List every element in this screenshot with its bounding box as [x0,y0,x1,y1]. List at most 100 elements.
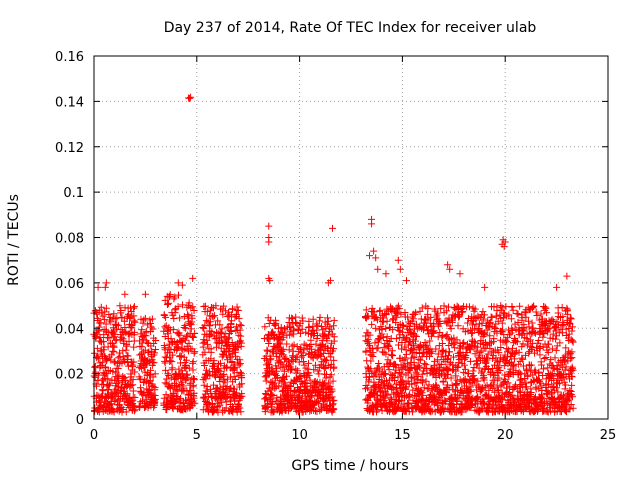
data-point [539,395,547,403]
data-point [374,344,382,352]
data-point [425,381,433,389]
data-point [122,408,130,416]
x-tick-label: 20 [497,428,514,443]
data-point [462,354,470,362]
data-point [130,317,138,325]
data-point [266,335,274,343]
data-point [367,365,375,373]
data-point [479,308,487,316]
data-point [305,317,313,325]
data-point [271,384,279,392]
data-point [516,302,524,310]
data-point [437,360,445,368]
data-point [536,351,544,359]
data-point [235,314,243,322]
data-point [481,330,489,338]
data-point [275,382,283,390]
data-point [569,404,577,412]
data-point [474,377,482,385]
data-point [559,329,567,337]
data-point [530,303,538,311]
data-point [522,379,530,387]
data-point [460,368,468,376]
data-point [237,408,245,416]
data-point [268,348,276,356]
data-point [261,323,269,331]
data-point [119,353,127,361]
data-point [420,401,428,409]
data-point [509,306,517,314]
data-point [411,310,419,318]
data-point [212,302,220,310]
data-point [393,389,401,397]
data-point [389,326,397,334]
data-point [237,332,245,340]
data-point [445,348,453,356]
data-point [419,376,427,384]
data-point [375,383,383,391]
data-point [209,313,217,321]
data-point [129,387,137,395]
data-point [537,382,545,390]
data-point [271,321,279,329]
data-point [447,325,455,333]
data-point [123,390,131,398]
y-tick-label: 0 [76,413,84,428]
data-point [507,315,515,323]
data-point [313,326,321,334]
data-point [461,365,469,373]
data-point [424,327,432,335]
data-point [166,357,174,365]
data-point [171,309,179,317]
data-point [459,308,467,316]
data-point [121,290,129,298]
data-point [327,371,335,379]
data-point [148,315,156,323]
data-point [480,376,488,384]
data-point [110,343,118,351]
data-point [505,311,513,319]
data-point [553,318,561,326]
data-point [233,303,241,311]
data-point [482,340,490,348]
data-point [498,328,506,336]
data-point [411,337,419,345]
data-point [504,379,512,387]
data-point [519,408,527,416]
data-point [392,319,400,327]
x-tick-label: 10 [291,428,308,443]
data-point [268,398,276,406]
data-point [495,349,503,357]
data-point [477,337,485,345]
data-point [486,318,494,326]
data-point [299,317,307,325]
data-point [558,304,566,312]
data-point [169,326,177,334]
data-point [412,309,420,317]
data-point [234,344,242,352]
data-point [494,386,502,394]
data-point [175,396,183,404]
data-point [389,352,397,360]
data-point [315,317,323,325]
data-point [288,314,296,322]
data-point [440,302,448,310]
data-point [564,310,572,318]
data-point [537,398,545,406]
data-point [176,352,184,360]
data-point [562,344,570,352]
data-point [190,375,198,383]
data-point [362,306,370,314]
data-point [314,367,322,375]
data-point [171,293,179,301]
data-point [314,322,322,330]
data-point [299,349,307,357]
data-point [169,351,177,359]
data-point [438,340,446,348]
data-point [309,315,317,323]
data-point [371,339,379,347]
data-point [431,393,439,401]
data-point [272,319,280,327]
data-point [405,318,413,326]
data-point [183,303,191,311]
